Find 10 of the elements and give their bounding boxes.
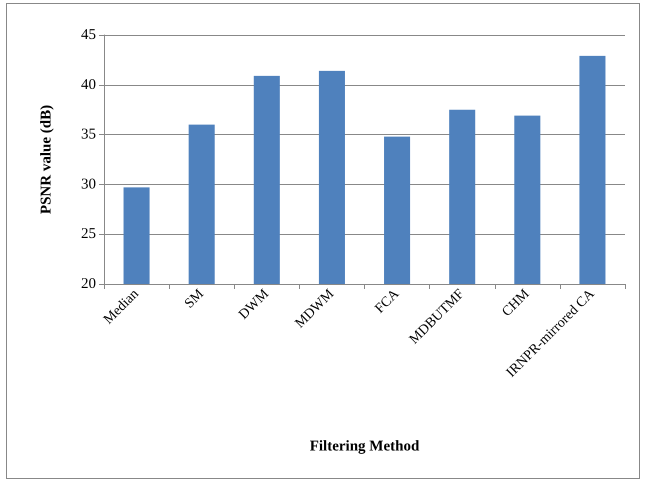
x-axis-title: Filtering Method xyxy=(310,438,420,454)
y-tick-label: 20 xyxy=(81,276,96,292)
y-tick-label: 40 xyxy=(81,76,96,93)
y-tick-label: 45 xyxy=(81,27,96,43)
x-tick-label: SM xyxy=(182,286,208,312)
y-axis-title: PSNR value (dB) xyxy=(38,104,54,214)
y-tick-label: 30 xyxy=(81,176,96,192)
x-tick-label: FCA xyxy=(372,286,402,317)
y-tick-label: 35 xyxy=(81,126,96,143)
y-tick-label: 25 xyxy=(81,226,96,242)
